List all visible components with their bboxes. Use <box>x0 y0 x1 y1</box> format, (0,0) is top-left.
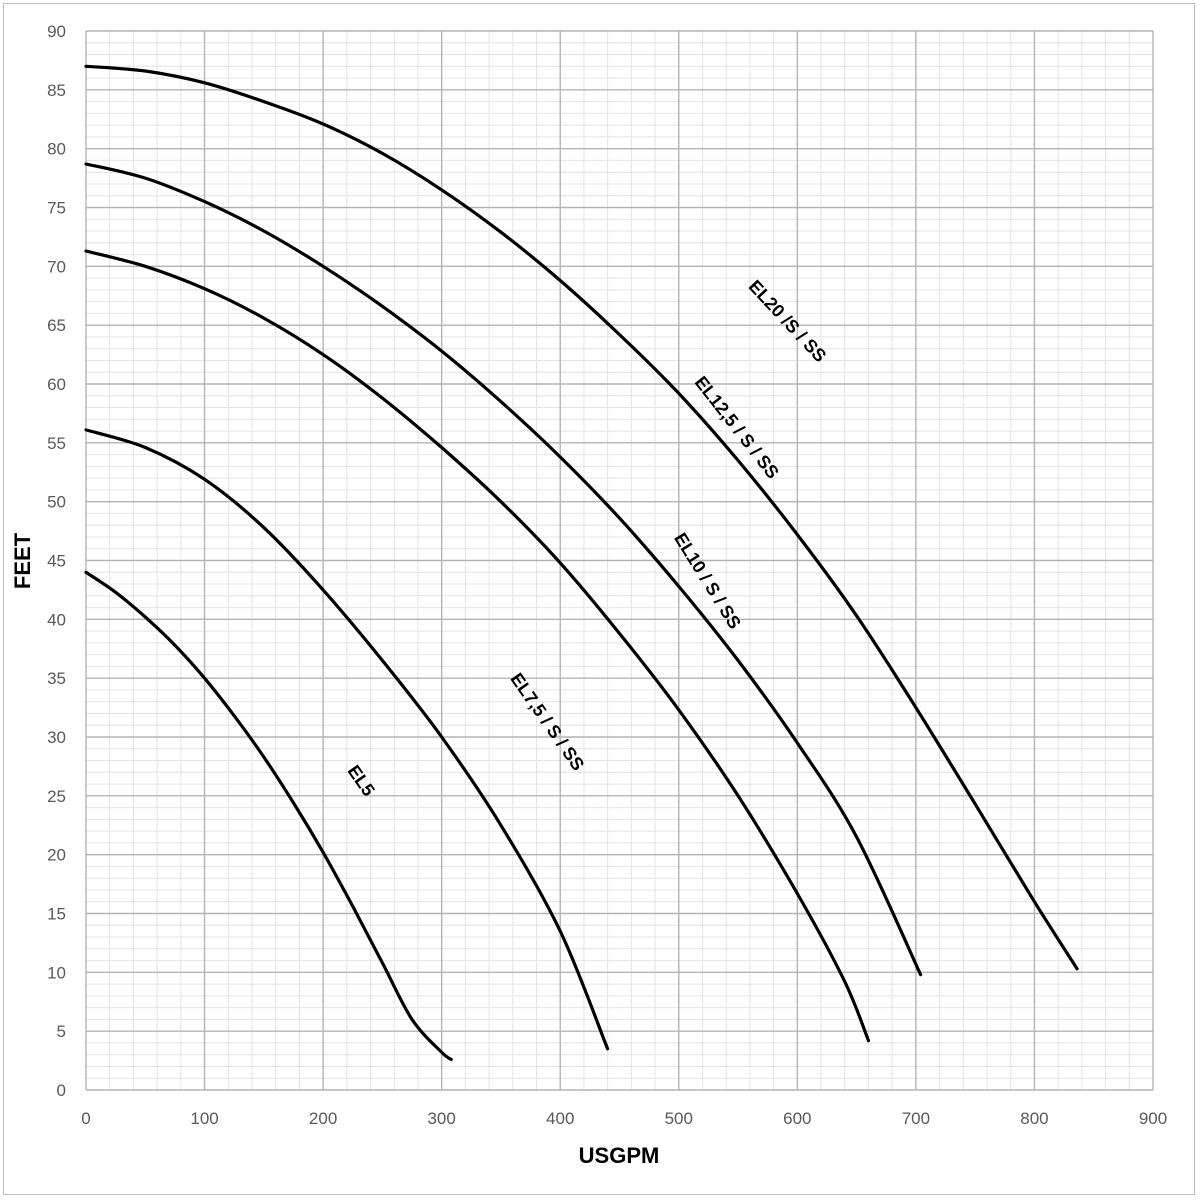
curve-series-2 <box>84 249 871 1043</box>
curve-label: EL5 <box>344 761 379 800</box>
y-tick-label: 15 <box>47 905 66 924</box>
x-axis-ticks: 0 100 200 300 400 500 600 700 800 900 <box>81 1109 1167 1128</box>
y-axis-ticks: 0 5 10 15 20 25 30 35 40 45 50 55 60 65 70 75 80 85 90 <box>47 22 66 1100</box>
y-tick-label: 40 <box>47 610 66 629</box>
y-tick-label: 60 <box>47 375 66 394</box>
curve-label: EL7,5 / S / SS <box>506 669 588 774</box>
x-tick-label: 500 <box>665 1109 693 1128</box>
y-tick-label: 35 <box>47 669 66 688</box>
x-tick-label: 200 <box>309 1109 337 1128</box>
y-tick-label: 85 <box>47 81 66 100</box>
y-tick-label: 70 <box>47 257 66 276</box>
curve-series-1 <box>84 428 610 1051</box>
curve-series-3 <box>84 162 923 977</box>
y-tick-label: 90 <box>47 22 66 41</box>
y-tick-label: 10 <box>47 963 66 982</box>
y-tick-label: 0 <box>57 1081 66 1100</box>
pump-curves <box>84 64 1079 1061</box>
y-tick-label: 65 <box>47 316 66 335</box>
x-tick-label: 400 <box>546 1109 574 1128</box>
y-tick-label: 45 <box>47 552 66 571</box>
curve-series-4 <box>84 64 1079 971</box>
x-tick-label: 300 <box>427 1109 455 1128</box>
x-tick-label: 0 <box>81 1109 90 1128</box>
y-tick-label: 75 <box>47 199 66 218</box>
x-tick-label: 100 <box>190 1109 218 1128</box>
x-tick-label: 700 <box>902 1109 930 1128</box>
y-tick-label: 80 <box>47 140 66 159</box>
y-tick-label: 25 <box>47 787 66 806</box>
y-axis-title: FEET <box>10 532 35 589</box>
y-tick-label: 55 <box>47 434 66 453</box>
y-tick-label: 30 <box>47 728 66 747</box>
y-tick-label: 5 <box>57 1022 66 1041</box>
major-gridlines <box>85 30 1154 1091</box>
y-tick-label: 50 <box>47 493 66 512</box>
x-tick-label: 900 <box>1139 1109 1167 1128</box>
curve-label: EL10 / S / SS <box>670 529 745 632</box>
y-tick-label: 20 <box>47 846 66 865</box>
x-axis-title: USGPM <box>579 1143 660 1168</box>
curve-series-0 <box>84 570 453 1061</box>
x-tick-label: 600 <box>783 1109 811 1128</box>
x-tick-label: 800 <box>1020 1109 1048 1128</box>
